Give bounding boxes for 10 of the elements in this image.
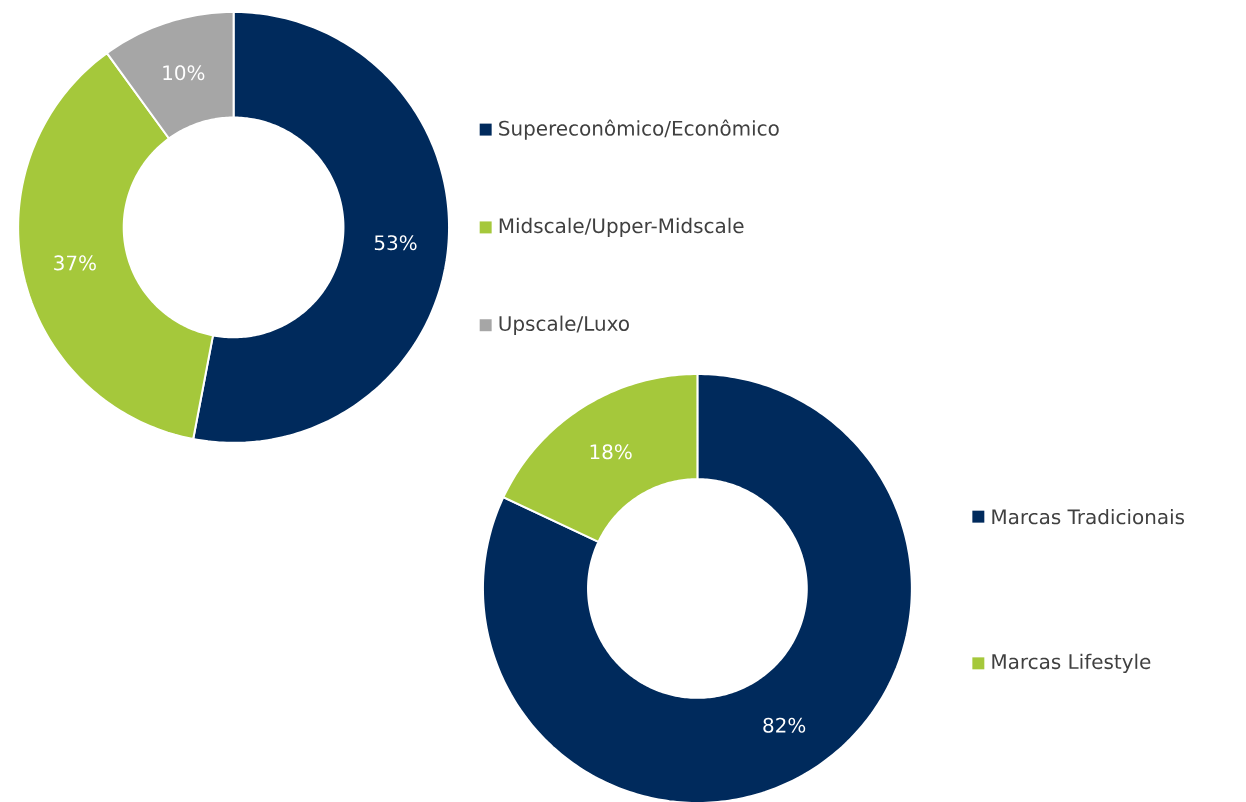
legend-label: Supereconômico/Econômico [499,119,779,140]
legend-label: Marcas Lifestyle [992,653,1151,674]
legend-label: Upscale/Luxo [499,315,629,335]
legend-label: Marcas Tradicionais [992,508,1185,525]
data-label: 37% [54,255,96,271]
legend-label: Midscale/Upper-Midscale [499,217,744,238]
data-label: 82% [763,717,806,733]
data-label: 10% [163,65,205,81]
data-label: 18% [590,444,632,460]
data-label: 53% [374,235,417,251]
